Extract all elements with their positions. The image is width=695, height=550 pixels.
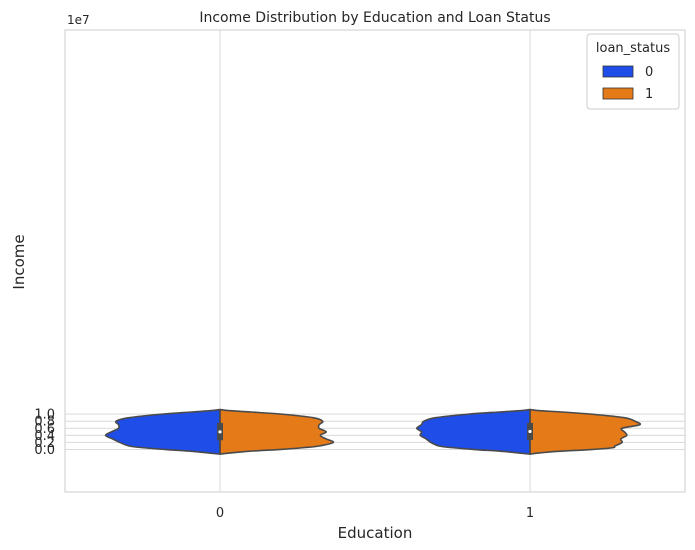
violin-0 [104, 408, 335, 455]
legend-title: loan_status [596, 41, 670, 56]
legend-label-0: 0 [645, 65, 653, 80]
x-tick-label: 0 [216, 506, 224, 521]
y-tick-label: 1.0 [34, 408, 55, 423]
violin-half-0-hue-0 [104, 408, 221, 455]
legend-label-1: 1 [645, 87, 653, 102]
violin-median-dot [218, 430, 222, 434]
y-tick-label: 0.0 [34, 443, 55, 458]
violin-1 [415, 408, 642, 455]
legend-swatch-0 [602, 65, 634, 78]
violin-half-1-hue-0 [415, 408, 531, 455]
y-axis-label: Income [10, 234, 28, 289]
chart-title: Income Distribution by Education and Loa… [199, 10, 550, 26]
y-tick-label: 0.6 [34, 422, 55, 437]
y-tick-label: 0.8 [34, 415, 55, 430]
violin-half-0-hue-1 [219, 408, 335, 455]
violins [104, 408, 642, 455]
y-tick-label: 0.2 [34, 436, 55, 451]
x-axis-label: Education [338, 524, 413, 542]
legend-swatch-1 [602, 87, 634, 100]
y-tick-labels: 0.00.20.40.60.81.0 [34, 408, 55, 458]
legend: loan_status 0 1 [586, 33, 680, 110]
violin-median-dot [528, 429, 532, 434]
x-tick-label: 1 [526, 506, 534, 521]
violin-half-1-hue-1 [529, 408, 642, 455]
y-offset-label: 1e7 [67, 13, 90, 27]
y-tick-label: 0.4 [34, 429, 55, 444]
